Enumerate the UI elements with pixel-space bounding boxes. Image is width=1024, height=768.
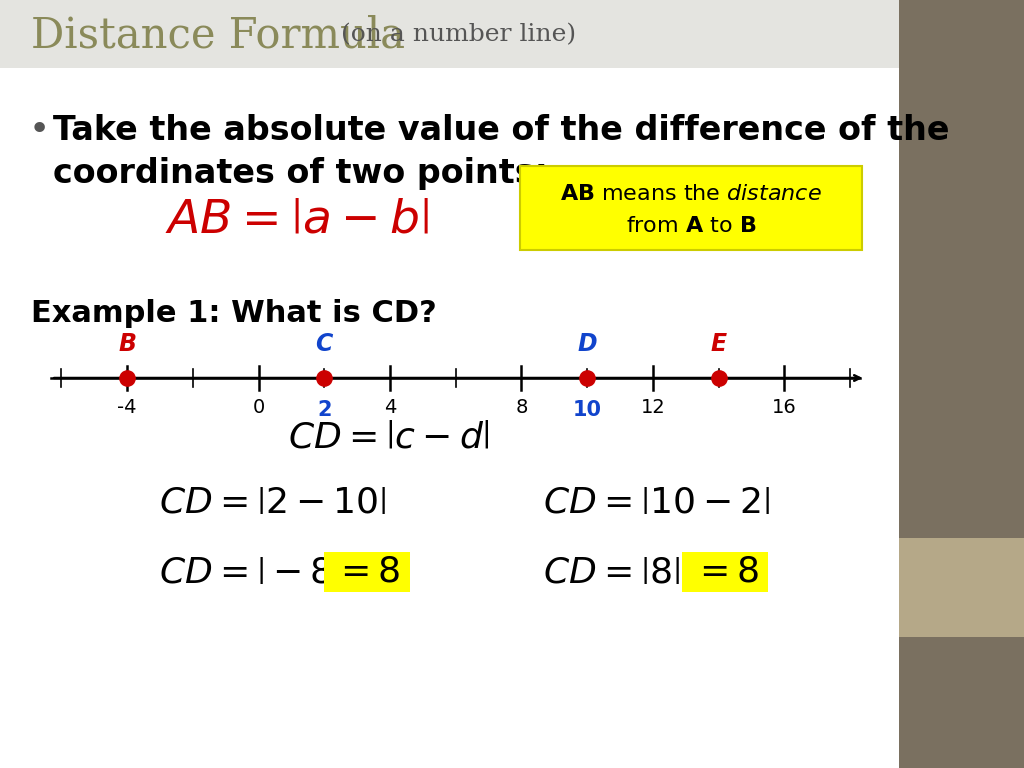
FancyBboxPatch shape bbox=[0, 0, 899, 68]
Text: D: D bbox=[578, 332, 597, 356]
FancyBboxPatch shape bbox=[899, 538, 1024, 637]
FancyBboxPatch shape bbox=[520, 166, 862, 250]
Text: 16: 16 bbox=[772, 398, 797, 417]
Text: Distance Formula: Distance Formula bbox=[31, 14, 404, 56]
Text: $\mathit{CD} = \left|8\right|$: $\mathit{CD} = \left|8\right|$ bbox=[543, 556, 680, 590]
Text: coordinates of two points:: coordinates of two points: bbox=[53, 157, 548, 190]
Text: •: • bbox=[29, 113, 50, 147]
Text: C: C bbox=[315, 332, 333, 356]
Text: 10: 10 bbox=[572, 400, 601, 420]
Text: $\mathit{AB} = \left|\mathit{a} - \mathit{b}\right|$: $\mathit{AB} = \left|\mathit{a} - \mathi… bbox=[165, 197, 429, 243]
Text: E: E bbox=[711, 332, 727, 356]
FancyBboxPatch shape bbox=[899, 0, 1024, 768]
Text: $\mathit{CD} = \left|-8\right|$: $\mathit{CD} = \left|-8\right|$ bbox=[159, 556, 340, 590]
Text: -4: -4 bbox=[118, 398, 137, 417]
Text: $\mathbf{AB}$ means the $\mathbf{\mathit{distance}}$: $\mathbf{AB}$ means the $\mathbf{\mathit… bbox=[560, 184, 822, 204]
Text: $\mathit{=8}$: $\mathit{=8}$ bbox=[691, 555, 759, 589]
Text: $\mathit{=8}$: $\mathit{=8}$ bbox=[333, 555, 400, 589]
Text: from $\mathbf{A}$ to $\mathbf{B}$: from $\mathbf{A}$ to $\mathbf{B}$ bbox=[626, 216, 757, 236]
Text: 4: 4 bbox=[384, 398, 396, 417]
FancyBboxPatch shape bbox=[324, 552, 410, 592]
Text: $\mathit{CD} = \left|10 - 2\right|$: $\mathit{CD} = \left|10 - 2\right|$ bbox=[543, 486, 770, 520]
Text: 8: 8 bbox=[515, 398, 527, 417]
FancyBboxPatch shape bbox=[682, 552, 768, 592]
Text: Example 1: What is CD?: Example 1: What is CD? bbox=[31, 299, 436, 327]
Text: Take the absolute value of the difference of the: Take the absolute value of the differenc… bbox=[53, 114, 949, 147]
Text: 2: 2 bbox=[317, 400, 332, 420]
Text: B: B bbox=[118, 332, 136, 356]
Text: $\mathit{CD} = \left|2 - 10\right|$: $\mathit{CD} = \left|2 - 10\right|$ bbox=[159, 486, 386, 520]
Text: 12: 12 bbox=[640, 398, 666, 417]
Text: (on a number line): (on a number line) bbox=[333, 24, 575, 47]
Text: 0: 0 bbox=[253, 398, 264, 417]
Text: $\mathit{CD} = \left|\mathit{c} - \mathit{d}\right|$: $\mathit{CD} = \left|\mathit{c} - \mathi… bbox=[288, 421, 490, 455]
